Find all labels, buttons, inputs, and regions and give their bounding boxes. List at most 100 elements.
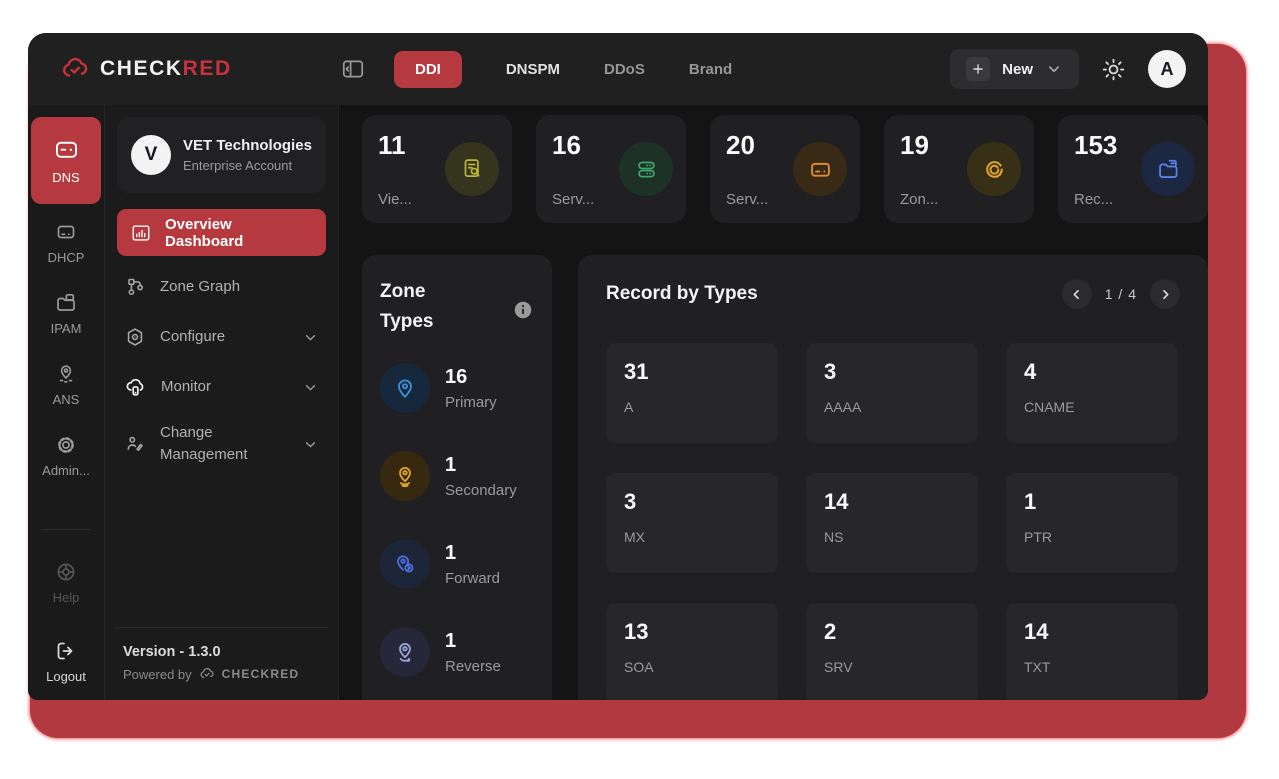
map-pin-reverse-icon: [380, 627, 430, 678]
sidebar-item-label: Monitor: [161, 378, 212, 396]
stats-row: 11 Vie... 16 Serv...: [362, 115, 1208, 223]
rail-item-admin[interactable]: Admin...: [42, 433, 90, 478]
record-label: SRV: [824, 659, 853, 675]
record-card-srv[interactable]: 2 SRV: [806, 603, 978, 700]
zone-types-list: 16 Primary: [380, 363, 534, 678]
rail-item-logout[interactable]: Logout: [46, 639, 86, 684]
zone-type-primary[interactable]: 16 Primary: [380, 363, 534, 414]
record-label: CNAME: [1024, 399, 1075, 415]
top-header: CHECKRED DDI DNSPM DDoS Brand: [28, 33, 1208, 105]
chevron-down-icon: [1045, 60, 1063, 78]
configure-hexagon-icon: [124, 326, 146, 348]
chevron-down-icon: [302, 436, 319, 453]
dashboard-chart-icon: [130, 222, 152, 244]
zone-type-secondary[interactable]: 1 Secondary: [380, 451, 534, 502]
tab-brand[interactable]: Brand: [688, 60, 733, 78]
rail-item-dns[interactable]: DNS: [31, 117, 101, 204]
stat-value: 20: [726, 130, 755, 160]
record-card-aaaa[interactable]: 3 AAAA: [806, 343, 978, 443]
zone-types-title: Zone Types: [380, 281, 434, 333]
record-card-a[interactable]: 31 A: [606, 343, 778, 443]
zone-type-value: 1: [445, 541, 457, 564]
chevron-down-icon: [302, 329, 319, 346]
account-name: VET Technologies: [183, 137, 312, 154]
plus-icon: [966, 57, 991, 81]
sidebar-item-configure[interactable]: Configure: [117, 312, 326, 362]
user-avatar[interactable]: A: [1148, 50, 1186, 88]
sidebar-item-label: Overview Dashboard: [165, 215, 244, 250]
panels-row: Zone Types: [362, 255, 1208, 700]
dns-server-icon: [53, 136, 80, 163]
record-card-txt[interactable]: 14 TXT: [1006, 603, 1178, 700]
chevron-down-icon: [302, 379, 319, 396]
new-button[interactable]: New: [950, 49, 1079, 89]
sidebar-collapse-icon[interactable]: [340, 56, 366, 82]
stat-card-servers[interactable]: 16 Serv...: [536, 115, 686, 223]
rail-divider: [41, 529, 91, 530]
main-content: 11 Vie... 16 Serv...: [339, 105, 1208, 700]
sidebar-item-change-management[interactable]: Change Management: [117, 412, 326, 476]
pagination: 1 / 4: [1061, 279, 1180, 309]
record-label: NS: [824, 529, 844, 545]
stat-label: Serv...: [552, 191, 595, 208]
logout-icon: [54, 639, 78, 663]
record-value: 2: [824, 619, 837, 644]
stat-card-views[interactable]: 11 Vie...: [362, 115, 512, 223]
stat-card-zones[interactable]: 19 Zon...: [884, 115, 1034, 223]
map-pin-ripple-icon: [380, 451, 430, 502]
sidebar-item-label: Change Management: [160, 424, 248, 463]
sidebar-item-monitor[interactable]: Monitor: [117, 362, 326, 412]
rail-item-label: Admin...: [42, 463, 90, 478]
rail-item-label: IPAM: [50, 321, 82, 336]
record-card-ns[interactable]: 14 NS: [806, 473, 978, 573]
record-by-types-panel: Record by Types 1 / 4: [578, 255, 1208, 700]
tab-dnspm[interactable]: DNSPM: [505, 60, 561, 78]
stat-value: 19: [900, 130, 929, 160]
theme-toggle-sun-icon[interactable]: [1101, 57, 1126, 82]
record-value: 3: [824, 359, 837, 384]
info-icon[interactable]: [512, 299, 534, 321]
page-indicator: 1 / 4: [1104, 286, 1137, 302]
zone-type-label: Reverse: [445, 657, 501, 675]
stat-card-records[interactable]: 153 Rec...: [1058, 115, 1208, 223]
account-card[interactable]: V VET Technologies Enterprise Account: [117, 117, 326, 193]
record-card-ptr[interactable]: 1 PTR: [1006, 473, 1178, 573]
rail-item-dhcp[interactable]: DHCP: [48, 220, 84, 265]
record-value: 14: [1024, 619, 1049, 644]
ans-location-icon: [54, 362, 78, 386]
zone-graph-icon: [124, 276, 146, 298]
zone-type-value: 1: [445, 629, 457, 652]
tab-ddi[interactable]: DDI: [394, 50, 462, 88]
stat-card-services[interactable]: 20 Serv...: [710, 115, 860, 223]
sidebar-item-label: Zone Graph: [160, 278, 241, 296]
rail-item-ipam[interactable]: IPAM: [50, 291, 82, 336]
map-pin-icon: [380, 363, 430, 414]
record-card-cname[interactable]: 4 CNAME: [1006, 343, 1178, 443]
record-label: MX: [624, 529, 645, 545]
record-card-soa[interactable]: 13 SOA: [606, 603, 778, 700]
brand-wordmark: CHECKRED: [100, 57, 232, 80]
server-stack-icon: [619, 142, 673, 196]
tab-ddos[interactable]: DDoS: [604, 60, 645, 78]
zone-type-forward[interactable]: 1 Forward: [380, 539, 534, 590]
rail-item-help[interactable]: Help: [53, 560, 79, 605]
record-card-mx[interactable]: 3 MX: [606, 473, 778, 573]
stat-value: 11: [378, 130, 406, 160]
record-value: 14: [824, 489, 849, 514]
sidebar-item-zone-graph[interactable]: Zone Graph: [117, 262, 326, 312]
prev-page-button[interactable]: [1061, 279, 1092, 309]
powered-by-brand: CHECKRED: [221, 667, 300, 681]
cloud-logo-icon-small: [199, 666, 215, 682]
zone-type-reverse[interactable]: 1 Reverse: [380, 627, 534, 678]
version-text: Version - 1.3.0: [123, 644, 221, 660]
ipam-folder-icon: [54, 291, 78, 315]
zone-type-label: Secondary: [445, 481, 517, 499]
next-page-button[interactable]: [1150, 279, 1180, 309]
server-box-icon: [793, 142, 847, 196]
app-window: CHECKRED DDI DNSPM DDoS Brand: [28, 33, 1208, 700]
account-type: Enterprise Account: [183, 158, 293, 173]
window-body: DNS DHCP: [28, 105, 1208, 700]
zone-types-panel: Zone Types: [362, 255, 552, 700]
sidebar-item-overview-dashboard[interactable]: Overview Dashboard: [117, 209, 326, 256]
rail-item-ans[interactable]: ANS: [53, 362, 79, 407]
